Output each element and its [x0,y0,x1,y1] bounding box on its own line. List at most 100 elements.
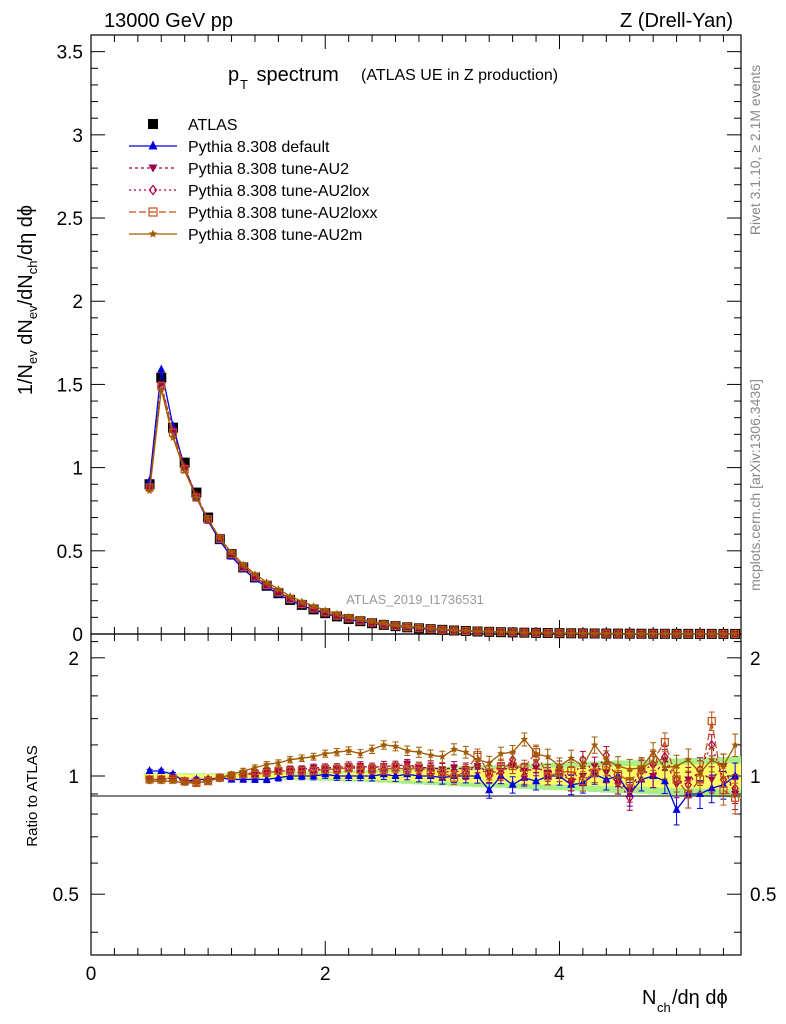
ratio-y-tick-label: 1 [68,767,79,788]
main-axes: 0 0.5 1 1.5 2 2.5 3 3.5 [57,35,741,646]
ratio-point-AU2m [286,755,294,763]
main-point-AU2m [579,629,587,637]
ratio-point-default [508,779,517,788]
ratio-point-AU2loxx [426,766,435,776]
ratio-point-AU2m [649,748,657,756]
ratio-y-tick-label: 2 [68,649,79,670]
ratio-point-AU2loxx [567,766,576,776]
main-point-AU2m [508,628,517,636]
ratio-point-default [274,772,283,781]
ratio-point-AU2m [379,740,388,749]
ratio-point-default [356,771,365,780]
main-point-AU2m [719,629,728,638]
main-point-AU2m [251,570,259,578]
main-point-AU2m [543,628,552,637]
main-y-tick-label: 1.5 [57,375,83,396]
ratio-point-AU2m [473,755,482,763]
ratio-point-AU2 [649,773,658,781]
main-point-AU2m [333,609,341,617]
main-point-AU2m [204,515,212,523]
ratio-point-AU2loxx [590,768,599,777]
main-point-AU2m [555,629,564,637]
legend-label-AU2: Pythia 8.308 tune-AU2 [188,161,349,178]
main-point-AU2m [356,615,365,623]
mcplots-site-label: mcplots.cern.ch [arXiv:1306.3436] [747,379,763,591]
ratio-y-tick-label-right: 1 [750,767,761,788]
main-point-AU2m [403,622,412,630]
ratio-point-AU2loxx [274,766,283,776]
ratio-band-inner-segment [178,774,191,778]
main-point-AU2m [192,493,201,501]
legend-item-ATLAS: ATLAS [148,117,238,134]
legend-item-AU2lox: Pythia 8.308 tune-AU2lox [129,183,369,200]
ratio-point-AU2m [251,763,259,771]
ratio-point-AU2loxx [379,765,388,774]
ratio-point-AU2loxx [403,765,412,774]
legend-item-AU2m: Pythia 8.308 tune-AU2m [129,227,362,244]
plot-title-sub: T [240,77,248,92]
main-point-AU2m [368,617,376,625]
ratio-point-AU2m [450,745,458,753]
main-point-AU2m [590,629,599,637]
ratio-point-default [660,776,669,785]
main-point-AU2loxx [180,465,189,474]
main-point-AU2m [309,602,318,610]
ratio-point-AU2loxx [731,793,740,802]
main-point-AU2m [379,619,388,627]
main-point-AU2m [438,625,447,633]
ratio-point-AU2loxx [449,773,459,782]
main-point-AU2m [180,466,189,475]
main-point-AU2m [672,629,681,638]
main-point-AU2m [661,629,669,637]
ratio-point-AU2loxx [414,763,424,772]
ratio-point-AU2m [520,735,529,743]
rivet-version-label: Rivet 3.1.10, ≥ 2.1M events [747,65,763,235]
ratio-point-AU2loxx [332,765,342,774]
legend-item-AU2: Pythia 8.308 tune-AU2 [129,161,349,178]
main-point-AU2m [625,629,634,637]
ratio-point-AU2m [368,745,376,753]
main-series-AU2m [145,385,739,638]
ratio-point-default [391,771,400,780]
legend-marker-default [148,140,158,150]
ratio-point-AU2m [145,777,154,785]
ratio-y-tick-label-right: 2 [750,649,761,670]
process-label: Z (Drell-Yan) [620,10,733,32]
ratio-point-AU2loxx [391,763,400,772]
ratio-point-default [145,765,154,774]
ratio-point-AU2m [438,752,447,760]
ratio-point-AU2m [684,755,693,763]
ratio-point-AU2m [216,773,224,781]
main-point-AU2m [707,629,716,638]
legend-label-ATLAS: ATLAS [188,117,238,134]
ratio-point-AU2lox [520,771,529,782]
main-y-tick-label: 2.5 [57,209,83,230]
main-y-axis-label: 1/Nev​ dNev​/dNch​/dη dϕ [15,205,40,395]
ratio-point-AU2m [508,748,517,756]
ratio-point-AU2m [333,748,341,756]
ratio-y-tick-label: 0.5 [53,885,79,906]
ratio-point-AU2m [707,755,716,763]
ratio-point-AU2loxx [461,766,470,776]
ratio-point-AU2loxx [285,766,295,776]
plot-title-p: p [228,64,239,86]
legend-marker-ATLAS [148,119,158,129]
main-point-AU2m [637,629,646,637]
ratio-point-AU2m [169,777,177,785]
ratio-point-AU2loxx [356,765,365,774]
ratio-point-AU2m [719,762,728,770]
ratio-plot-frame [90,633,742,956]
main-y-tick-label: 3.5 [57,43,83,64]
ratio-point-AU2lox [497,767,505,778]
main-point-AU2m [485,627,493,635]
ratio-point-AU2m [192,778,201,787]
main-point-AU2m [497,627,505,636]
ratio-point-default [368,771,377,780]
ratio-point-AU2lox [473,761,482,772]
ratio-point-AU2m [614,762,622,770]
main-series [144,364,741,639]
ratio-point-AU2m [298,754,306,762]
legend-label-AU2m: Pythia 8.308 tune-AU2m [188,227,362,244]
x-tick-label: 2 [320,964,331,985]
